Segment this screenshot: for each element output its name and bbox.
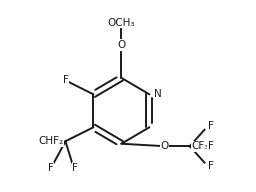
Text: N: N [154, 89, 161, 99]
Text: F: F [62, 75, 68, 85]
Text: F: F [72, 163, 78, 173]
Text: F: F [208, 141, 214, 151]
Text: CF₃: CF₃ [191, 141, 209, 151]
Text: F: F [208, 122, 214, 132]
Text: O: O [117, 40, 125, 50]
Text: O: O [160, 141, 168, 151]
Text: OCH₃: OCH₃ [108, 18, 135, 28]
Text: F: F [48, 163, 54, 173]
Text: CHF₂: CHF₂ [39, 136, 64, 146]
Text: F: F [208, 161, 214, 171]
